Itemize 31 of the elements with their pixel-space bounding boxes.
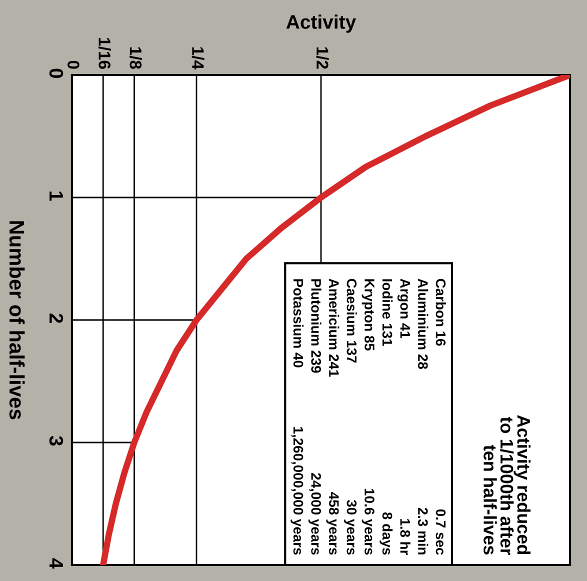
annotation: Argon 41: [397, 278, 410, 338]
annotation: Iodine 131: [382, 279, 393, 346]
annotation: 0.7 sec: [436, 509, 446, 555]
annotation: 24,000 years: [308, 473, 322, 555]
annotation: Aluminium 28: [418, 278, 428, 369]
y-axis-title: Number of half-lives: [9, 221, 25, 420]
annotation: 30 years: [344, 500, 357, 555]
annotation: Krypton 85: [362, 279, 374, 351]
annotation: 2.3 min: [418, 508, 428, 554]
x-tick-label: 1/16: [98, 38, 111, 69]
x-tick-label: 1/8: [130, 47, 142, 69]
annotation: 458 years: [326, 492, 339, 555]
y-tick-label: 2: [50, 314, 64, 323]
annotation: Activity reduced to 1/1000th after ten half-lives: [484, 415, 531, 555]
x-tick-label: 0: [68, 60, 80, 69]
annotation: Potassium 40: [293, 279, 304, 368]
annotation: 1,260,000,000 years: [290, 427, 304, 555]
x-tick-label: 1/2: [316, 47, 329, 69]
y-tick-label: 3: [49, 436, 64, 446]
annotation: 10.6 years: [362, 488, 374, 555]
annotation: Americium 241: [328, 278, 340, 377]
annotation: 8 days: [380, 512, 393, 555]
x-tick-label: 1/4: [192, 47, 204, 70]
y-tick-label: 4: [50, 558, 63, 569]
annotation: Caesium 137: [346, 278, 357, 363]
annotation: Carbon 16: [436, 278, 446, 346]
annotation: 1.8 hr: [400, 519, 410, 555]
y-tick-label: 0: [49, 68, 64, 78]
y-tick-label: 1: [50, 192, 63, 201]
annotation: Plutonium 239: [311, 279, 322, 373]
x-axis-title: Activity: [286, 14, 356, 33]
